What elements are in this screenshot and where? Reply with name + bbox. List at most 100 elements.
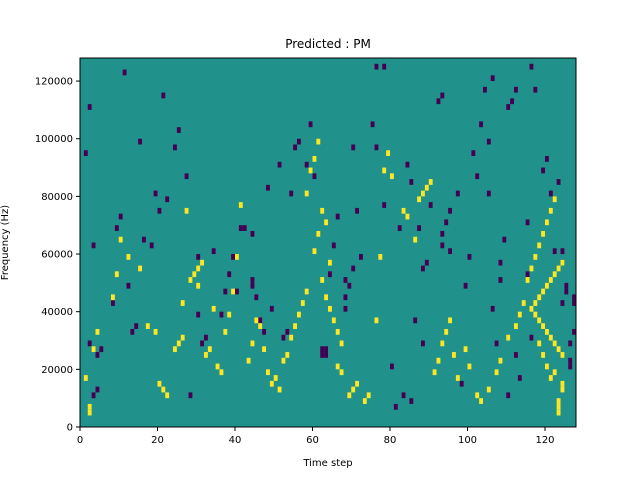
heatmap-cell-low xyxy=(188,392,193,399)
heatmap-cell-low xyxy=(564,282,569,289)
x-tick-label: 100 xyxy=(458,435,477,446)
heatmap-cell-high xyxy=(428,179,433,185)
heatmap-cell-high xyxy=(320,207,325,214)
heatmap-cell-high xyxy=(436,357,441,364)
heatmap-cell-low xyxy=(242,225,247,231)
heatmap-cell-low xyxy=(560,300,565,306)
heatmap-cell-high xyxy=(413,236,418,243)
heatmap-cell-high xyxy=(556,265,561,272)
heatmap-cell-low xyxy=(130,328,135,335)
heatmap-cell-low xyxy=(266,184,270,191)
heatmap-cell-low xyxy=(421,340,425,347)
heatmap-cell-high xyxy=(246,357,251,364)
heatmap-cell-high xyxy=(293,323,298,329)
heatmap-cell-high xyxy=(297,311,301,318)
heatmap-cell-high xyxy=(548,207,553,214)
heatmap-cell-low xyxy=(238,225,243,231)
heatmap-cell-low xyxy=(440,230,445,237)
x-axis-label: Time step xyxy=(302,458,352,469)
heatmap-cell-high xyxy=(455,375,460,381)
heatmap-cell-high xyxy=(506,334,511,341)
heatmap-cell-high xyxy=(207,346,212,353)
heatmap-cell-low xyxy=(486,190,491,197)
heatmap-cell-high xyxy=(281,357,286,364)
heatmap-cell-low xyxy=(122,69,127,76)
heatmap-cell-high xyxy=(161,386,166,393)
heatmap-cell-high xyxy=(444,328,449,335)
heatmap-cell-low xyxy=(463,282,468,289)
heatmap-cell-low xyxy=(231,254,236,260)
y-tick-label: 80000 xyxy=(41,192,73,203)
heatmap-cell-low xyxy=(525,271,530,278)
heatmap-cell-low xyxy=(281,334,286,341)
heatmap-cell-high xyxy=(541,323,546,329)
heatmap-cell-high xyxy=(362,398,367,404)
heatmap-cell-low xyxy=(211,248,216,255)
heatmap-cell-low xyxy=(564,288,569,295)
heatmap-cell-high xyxy=(238,202,243,208)
heatmap-cell-low xyxy=(486,138,491,145)
heatmap-cell-high xyxy=(405,213,410,220)
heatmap-cell-high xyxy=(269,380,274,387)
heatmap-cell-low xyxy=(421,265,425,272)
heatmap-cell-low xyxy=(219,311,224,318)
chart-title: Predicted : PM xyxy=(285,37,371,51)
heatmap-cell-low xyxy=(459,380,464,387)
heatmap-cell-low xyxy=(529,63,534,70)
heatmap-cell-high xyxy=(548,375,553,381)
heatmap-cell-high xyxy=(285,352,290,358)
heatmap-cell-high xyxy=(517,311,522,318)
heatmap-cell-low xyxy=(490,75,495,82)
heatmap-cell-high xyxy=(339,340,344,347)
heatmap-cell-high xyxy=(533,254,538,260)
heatmap-cell-high xyxy=(273,375,278,381)
heatmap-cell-low xyxy=(568,363,573,370)
heatmap-cell-high xyxy=(126,254,131,260)
heatmap-cell-low xyxy=(525,219,530,226)
heatmap-cell-high xyxy=(556,403,561,410)
heatmap-cell-low xyxy=(529,334,534,341)
heatmap-cell-high xyxy=(157,380,162,387)
heatmap-cell-high xyxy=(331,317,336,324)
heatmap-cell-high xyxy=(223,328,228,335)
heatmap-cell-low xyxy=(475,173,480,180)
heatmap-cell-high xyxy=(494,369,499,376)
axes-frame xyxy=(79,57,577,428)
heatmap-cell-high xyxy=(173,346,177,353)
heatmap-cell-high xyxy=(560,259,565,266)
heatmap-cell-low xyxy=(335,213,340,220)
heatmap-cell-low xyxy=(320,352,325,358)
heatmap-cell-low xyxy=(541,167,546,174)
heatmap-cell-high xyxy=(231,288,236,295)
heatmap-cell-low xyxy=(142,236,146,243)
x-axis-ticks: 0 20 40 60 80 100 120 xyxy=(77,427,555,446)
heatmap-cell-low xyxy=(440,242,445,249)
heatmap-cell-high xyxy=(145,323,150,329)
heatmap-cell-high xyxy=(560,352,565,358)
heatmap-cell-high xyxy=(91,346,96,353)
heatmap-cell-high xyxy=(300,300,305,306)
heatmap-cell-low xyxy=(448,248,453,255)
heatmap-cell-low xyxy=(568,357,573,364)
heatmap-cell-low xyxy=(545,156,549,162)
heatmap-cell-low xyxy=(176,127,181,133)
heatmap-cell-high xyxy=(424,184,429,191)
heatmap-cell-high xyxy=(118,236,123,243)
heatmap-cell-high xyxy=(374,317,379,324)
heatmap-cell-high xyxy=(486,386,491,393)
heatmap-cell-low xyxy=(114,225,119,231)
heatmap-cell-high xyxy=(498,357,503,364)
heatmap-cell-high xyxy=(552,340,557,347)
y-axis-ticks: 0 20000 40000 60000 80000 100000 120000 xyxy=(35,77,80,434)
heatmap-cell-low xyxy=(161,92,166,99)
heatmap-cell-high xyxy=(552,369,557,376)
heatmap-cell-high xyxy=(308,167,313,174)
heatmap-cell-high xyxy=(560,380,565,387)
heatmap-cell-high xyxy=(556,346,561,353)
heatmap-cell-high xyxy=(514,323,518,329)
heatmap-cell-low xyxy=(331,242,336,249)
heatmap-cell-high xyxy=(176,340,181,347)
heatmap-cell-low xyxy=(514,86,518,93)
heatmap-cell-high xyxy=(165,392,170,399)
